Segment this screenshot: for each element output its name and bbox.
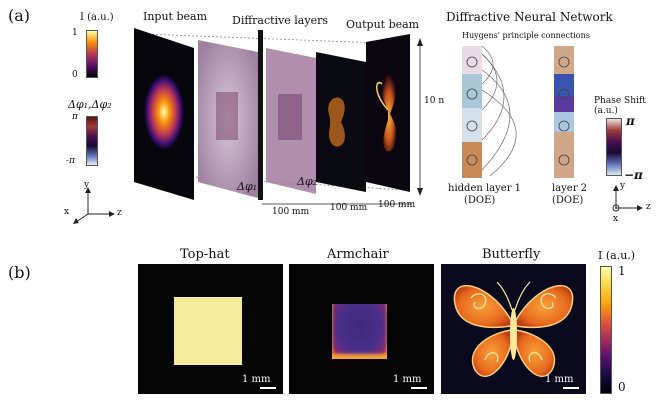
neuron bbox=[466, 56, 478, 68]
axis-z-label: z bbox=[117, 208, 122, 218]
axis-y-label: y bbox=[84, 180, 90, 190]
beam-stack-diagram bbox=[134, 28, 423, 205]
phase-colorbar-max: π bbox=[72, 112, 78, 122]
input-beam-spot bbox=[144, 74, 184, 150]
dnn-title: Diffractive Neural Network bbox=[446, 10, 613, 24]
wavefront-arc bbox=[481, 69, 511, 171]
butterfly-scale-bar bbox=[563, 387, 579, 389]
phase-shift-colorbar bbox=[606, 118, 622, 176]
wing-swirl bbox=[540, 293, 557, 310]
phi1-label: Δφ₁ bbox=[237, 180, 258, 193]
neuron bbox=[558, 120, 570, 132]
armchair-scale-bar bbox=[411, 387, 427, 389]
phase-colorbar bbox=[86, 116, 98, 166]
panel-b-colorbar-max: 1 bbox=[618, 264, 626, 278]
dnn-diagram bbox=[462, 45, 574, 178]
wing-swirl bbox=[528, 352, 543, 363]
panel-a-letter: (a) bbox=[8, 6, 31, 25]
input-beam-label: Input beam bbox=[143, 10, 208, 23]
butterfly-antenna-left bbox=[496, 281, 513, 311]
tophat-scale-bar bbox=[260, 387, 276, 389]
output-butterfly bbox=[381, 74, 397, 152]
neuron bbox=[558, 154, 570, 166]
intensity-colorbar-max: 1 bbox=[72, 28, 78, 38]
gap-2-label: 100 mm bbox=[330, 203, 368, 213]
phase-colorbar-min: -π bbox=[66, 156, 75, 166]
axis2-x-label: x bbox=[613, 214, 619, 224]
butterfly-title: Butterfly bbox=[482, 247, 541, 262]
armchair-scale-label: 1 mm bbox=[393, 374, 422, 385]
doe-1-pattern bbox=[216, 92, 238, 140]
wavefront-arc bbox=[481, 53, 505, 141]
axis-x-label: x bbox=[64, 207, 70, 217]
armchair-square bbox=[332, 304, 387, 359]
huygens-label: Huygens' principle connections bbox=[462, 31, 590, 40]
butterfly-antenna-right bbox=[514, 281, 531, 311]
intensity-colorbar-min: 0 bbox=[72, 70, 78, 80]
butterfly-scale-label: 1 mm bbox=[545, 374, 574, 385]
phase-shift-min: −π bbox=[624, 168, 643, 182]
intensity-colorbar bbox=[86, 30, 98, 78]
envelope-top-line bbox=[143, 33, 406, 45]
butterfly-shape bbox=[453, 281, 574, 378]
layer-1-sublabel: (DOE) bbox=[464, 195, 496, 206]
neuron bbox=[466, 120, 478, 132]
doe-divider bbox=[258, 30, 263, 200]
tophat-scale-label: 1 mm bbox=[242, 374, 271, 385]
tophat-image: 1 mm bbox=[138, 264, 283, 394]
panel-b-letter: (b) bbox=[8, 263, 31, 282]
panel-b-colorbar-min: 0 bbox=[618, 380, 626, 394]
doe-2-pattern bbox=[278, 94, 302, 140]
axes-triad-left bbox=[73, 187, 115, 224]
gap-3-label: 100 mm bbox=[378, 200, 416, 210]
neuron bbox=[558, 56, 570, 68]
axes-triad-right bbox=[612, 185, 643, 212]
neuron bbox=[558, 88, 570, 100]
axis2-z-label: z bbox=[646, 202, 651, 212]
gap-1-label: 100 mm bbox=[272, 207, 310, 217]
layer-2-label: layer 2 bbox=[552, 183, 588, 194]
tophat-title: Top-hat bbox=[180, 247, 230, 262]
axis2-y-label: y bbox=[620, 181, 626, 191]
diffractive-layers-label: Diffractive layers bbox=[232, 14, 328, 27]
wavefront-arc bbox=[481, 45, 494, 85]
phase-shift-max: π bbox=[626, 114, 635, 128]
butterfly-image: 1 mm bbox=[441, 264, 586, 394]
phi2-label: Δφ₂ bbox=[297, 175, 318, 188]
armchair-image: 1 mm bbox=[289, 264, 434, 394]
wing-swirl bbox=[484, 352, 499, 363]
height-label: 10 n bbox=[424, 96, 445, 106]
phase-shift-label: Phase Shift (a.u.) bbox=[594, 96, 646, 116]
panel-b-colorbar bbox=[600, 266, 612, 394]
intensity-colorbar-label: I (a.u.) bbox=[80, 12, 114, 23]
layer-2-sublabel: (DOE) bbox=[552, 195, 584, 206]
intermediate-butterfly bbox=[328, 97, 345, 147]
neuron bbox=[466, 154, 478, 166]
armchair-title: Armchair bbox=[327, 247, 389, 262]
neuron bbox=[466, 88, 478, 100]
wavefront-arc bbox=[481, 89, 517, 177]
output-butterfly-wing bbox=[376, 81, 389, 111]
wing-swirl bbox=[470, 293, 487, 310]
panel-b-colorbar-label: I (a.u.) bbox=[598, 249, 636, 262]
layer-1-label: hidden layer 1 bbox=[448, 183, 522, 194]
phase-colorbar-label: Δφ₁,Δφ₂ bbox=[68, 98, 112, 111]
tophat-square bbox=[174, 297, 242, 365]
output-beam-label: Output beam bbox=[346, 18, 420, 31]
butterfly-body bbox=[510, 308, 517, 360]
